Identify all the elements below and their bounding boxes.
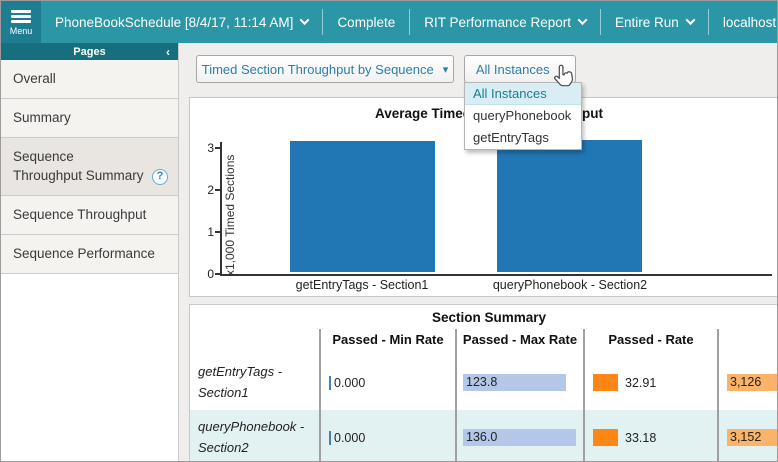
sidebar-item-label: Overall (13, 71, 56, 86)
passed-bar: 3,126 (727, 374, 777, 391)
menu-item-queryphonebook[interactable]: queryPhonebook (473, 108, 572, 123)
collapse-chevron-icon: ‹ (166, 44, 170, 59)
topbar-divider (600, 9, 602, 35)
instance-dropdown-menu: All Instances queryPhonebook getEntryTag… (464, 82, 582, 150)
min-rate-cell: 0.000 (319, 355, 455, 410)
column-header: Passed - Max Rate (455, 329, 583, 355)
max-rate-cell: 136.0 (455, 410, 583, 461)
instance-dropdown-value: All Instances (475, 61, 550, 77)
report-dropdown-label: RIT Performance Report (424, 14, 572, 30)
status-badge: Complete (323, 15, 409, 30)
help-icon[interactable]: ? (152, 168, 168, 185)
sidebar-collapse-button[interactable]: ‹ (166, 43, 170, 60)
sidebar-item-summary[interactable]: Summary (1, 99, 178, 139)
report-dropdown[interactable]: RIT Performance Report (410, 15, 600, 30)
topbar-divider (409, 9, 411, 35)
y-tick-label: 0 (207, 267, 214, 281)
chevron-down-icon (685, 14, 696, 25)
row-label-column-header (190, 329, 319, 355)
rate-cell: 32.91 (583, 355, 717, 410)
status-label: Complete (337, 14, 396, 30)
rate-cell: 33.18 (583, 410, 717, 461)
y-tick-label: 2 (207, 183, 214, 197)
bar-getentrytags-section1 (290, 141, 435, 272)
menu-button[interactable]: Menu (1, 1, 41, 43)
scope-dropdown-label: Entire Run (615, 14, 679, 30)
chart-y-axis (220, 142, 222, 276)
y-tick-mark (215, 189, 220, 191)
x-category-label: getEntryTags - Section1 (295, 278, 429, 292)
bar-queryphonebook-section2 (497, 140, 642, 272)
row-label-cell: queryPhonebook - Section2 (198, 419, 305, 455)
pages-sidebar: Pages ‹ Overall Summary Sequence Through… (1, 43, 179, 461)
table-row: queryPhonebook - Section2 0.000 136.0 33… (190, 410, 777, 461)
section-summary-panel: Section Summary Passed - Min Rate Passed… (189, 304, 777, 461)
topbar-divider (707, 9, 709, 35)
instance-dropdown[interactable]: All Instances ▾ (464, 55, 576, 83)
row-label-cell: getEntryTags - Section1 (198, 364, 283, 400)
chevron-down-icon (577, 14, 588, 25)
x-category-label: queryPhonebook - Section2 (492, 278, 648, 292)
max-rate-bar: 136.0 (463, 429, 576, 446)
sidebar-item-label: Sequence Throughput Summary (13, 149, 144, 183)
view-type-dropdown-value: Timed Section Throughput by Sequence (201, 61, 434, 77)
sidebar-item-sequence-throughput-summary[interactable]: Sequence Throughput Summary ? (1, 138, 178, 196)
scope-dropdown[interactable]: Entire Run (601, 15, 708, 30)
table-header-row: Passed - Min Rate Passed - Max Rate Pass… (190, 329, 777, 355)
column-header: Pas (717, 329, 777, 355)
min-rate-bar (329, 375, 331, 390)
caret-down-icon: ▾ (442, 63, 449, 76)
passed-bar: 3,152 (727, 429, 777, 446)
pages-sidebar-header: Pages ‹ (1, 43, 178, 60)
sidebar-item-label: Sequence Performance (13, 246, 155, 262)
hamburger-icon (11, 8, 31, 25)
sidebar-item-label: Summary (13, 110, 71, 126)
min-rate-bar (329, 430, 331, 445)
column-header: Passed - Rate (583, 329, 717, 355)
top-bar: Menu PhoneBookSchedule [8/4/17, 11:14 AM… (1, 1, 777, 43)
schedule-dropdown[interactable]: PhoneBookSchedule [8/4/17, 11:14 AM] (41, 15, 322, 30)
passed-cell: 3,152 (717, 410, 777, 461)
table-title: Section Summary (431, 310, 547, 325)
host-dropdown[interactable]: localhost (709, 14, 777, 30)
view-type-dropdown[interactable]: Timed Section Throughput by Sequence ▾ (196, 55, 454, 83)
chart-y-axis-label: x1,000 Timed Sections (223, 154, 237, 276)
y-tick-mark (215, 273, 220, 275)
min-rate-cell: 0.000 (319, 410, 455, 461)
topbar-divider (322, 9, 324, 35)
passed-cell: 3,126 (717, 355, 777, 410)
rate-bar (593, 374, 618, 391)
max-rate-cell: 123.8 (455, 355, 583, 410)
y-tick-mark (215, 147, 220, 149)
menu-item-getentrytags[interactable]: getEntryTags (473, 130, 549, 145)
main-content: Timed Section Throughput by Sequence ▾ A… (179, 43, 777, 461)
menu-button-label: Menu (9, 26, 33, 36)
menu-item-all-instances[interactable]: All Instances (465, 83, 581, 105)
max-rate-bar: 123.8 (463, 374, 566, 391)
table-row: getEntryTags - Section1 0.000 123.8 32.9… (190, 355, 777, 410)
y-tick-label: 3 (207, 141, 214, 155)
column-header: Passed - Min Rate (319, 329, 455, 355)
rate-bar (593, 429, 618, 446)
host-dropdown-label: localhost (722, 14, 777, 30)
sidebar-item-sequence-throughput[interactable]: Sequence Throughput (1, 195, 178, 236)
chart-x-axis (220, 274, 772, 276)
caret-down-icon: ▾ (558, 63, 565, 76)
sidebar-item-overall[interactable]: Overall (1, 60, 178, 100)
schedule-dropdown-label: PhoneBookSchedule [8/4/17, 11:14 AM] (55, 14, 294, 30)
sidebar-item-label: Sequence Throughput (13, 206, 147, 222)
chevron-down-icon (299, 14, 310, 25)
y-tick-mark (215, 231, 220, 233)
y-tick-label: 1 (207, 225, 214, 239)
pages-header-label: Pages (73, 45, 106, 58)
sidebar-item-sequence-performance[interactable]: Sequence Performance (1, 235, 178, 275)
